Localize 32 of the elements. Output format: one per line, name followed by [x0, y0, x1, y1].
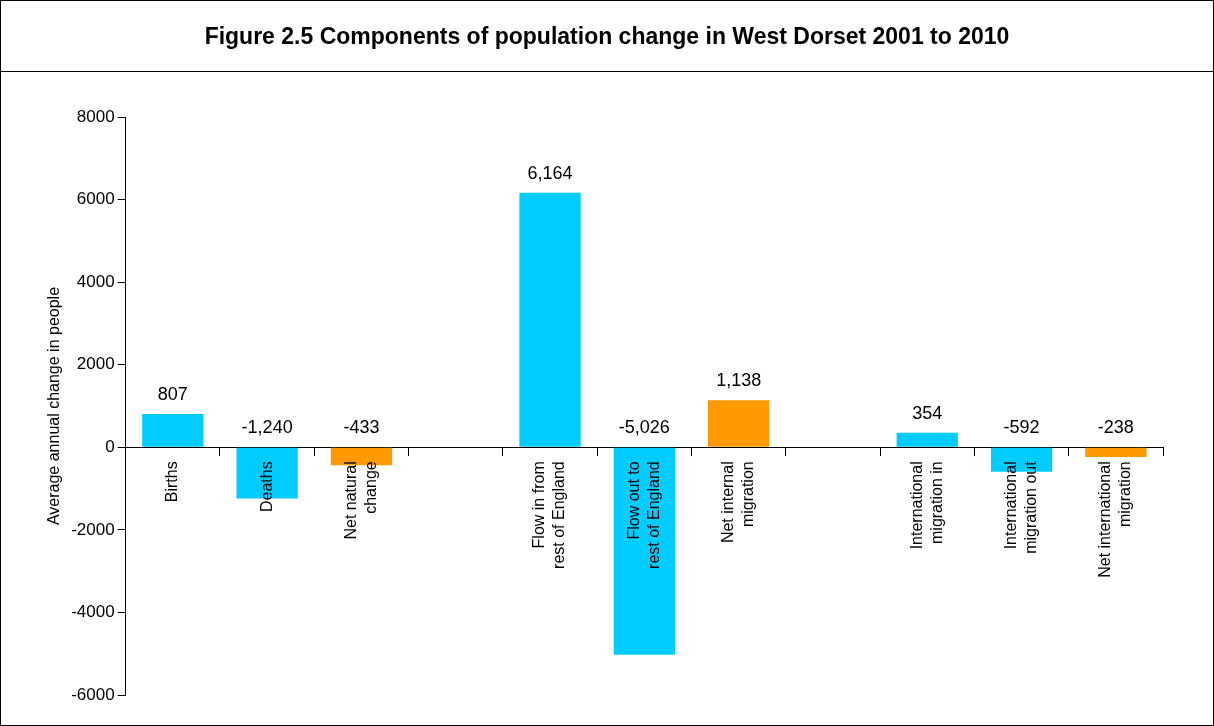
- data-label: 6,164: [527, 162, 573, 183]
- bar: [613, 447, 675, 655]
- bar: [142, 413, 204, 447]
- y-tick-label: -6000: [71, 684, 115, 704]
- y-tick-label: -4000: [71, 602, 115, 622]
- x-tick-label: Net internal migration: [719, 461, 757, 544]
- bar: [519, 192, 581, 447]
- data-label: -5,026: [618, 417, 670, 438]
- bar: [707, 400, 770, 447]
- bar: [1085, 447, 1147, 458]
- y-tick-label: 0: [105, 436, 115, 456]
- y-tick-label: -2000: [71, 519, 115, 539]
- y-tick-label: 4000: [76, 271, 115, 291]
- x-tick-label: Deaths: [257, 461, 275, 512]
- y-axis-title: Average annual change in people: [45, 286, 63, 526]
- data-label: -238: [1097, 417, 1134, 438]
- y-tick-label: 6000: [76, 189, 115, 209]
- x-tick-label: Net international migration: [1096, 461, 1134, 578]
- y-tick-label: 2000: [76, 354, 115, 374]
- bar: [896, 432, 958, 447]
- x-tick-label: International migration in: [907, 461, 945, 550]
- data-label: -433: [343, 417, 380, 438]
- x-tick-label: Flow in from rest of England: [530, 461, 568, 569]
- data-label: 807: [157, 383, 188, 404]
- x-tick-label: Net natural change: [341, 461, 379, 540]
- x-tick-label: Births: [163, 461, 181, 503]
- data-label: 354: [912, 402, 943, 423]
- data-label: -1,240: [241, 417, 293, 438]
- y-tick-label: 8000: [76, 106, 115, 126]
- data-label: -592: [1003, 417, 1040, 438]
- data-label: 1,138: [716, 370, 762, 391]
- chart-title: Figure 2.5 Components of population change in West Dorset 2001 to 2010: [1, 1, 1213, 72]
